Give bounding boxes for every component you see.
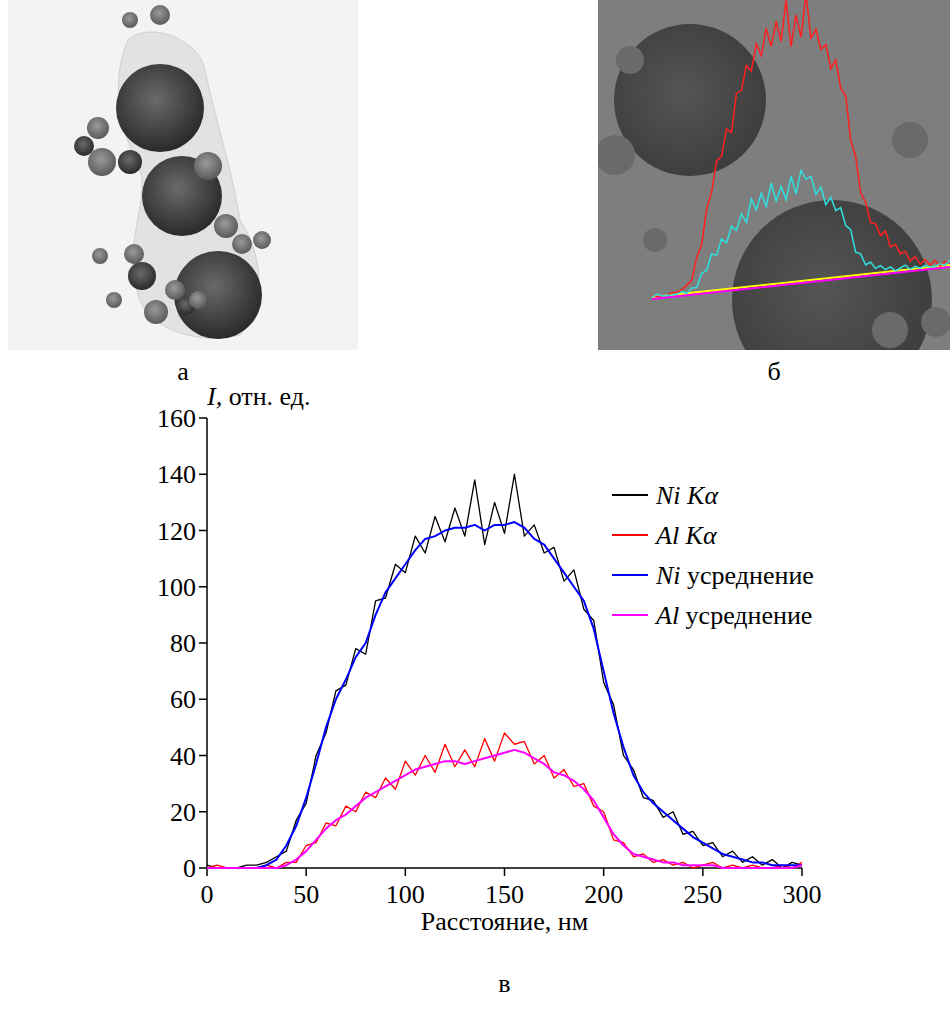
legend: Ni Kα Al Kα Ni усреднение Al усреднение xyxy=(612,481,814,630)
image-background xyxy=(8,0,358,350)
x-tick-label: 50 xyxy=(293,880,319,909)
y-axis-title: I, отн. ед. xyxy=(206,382,311,411)
y-tick-label: 60 xyxy=(170,685,196,714)
particle xyxy=(921,307,950,337)
y-tick xyxy=(199,586,207,588)
y-tick xyxy=(199,867,207,869)
plot-area xyxy=(207,474,802,868)
legend-swatch xyxy=(612,534,648,536)
x-tick xyxy=(702,868,704,876)
particle xyxy=(150,5,170,25)
series-line xyxy=(207,474,802,868)
y-tick-label: 120 xyxy=(157,517,196,546)
panel-label: в xyxy=(498,969,510,998)
particle xyxy=(74,136,94,156)
particle xyxy=(88,148,116,176)
micrograph-b xyxy=(598,0,950,350)
y-tick xyxy=(199,699,207,701)
scan-line xyxy=(652,265,950,297)
profile-trace xyxy=(652,0,950,297)
x-tick-label: 250 xyxy=(683,880,722,909)
x-axis-title: Расстояние, нм xyxy=(421,907,588,936)
figure: а б 0 20 40 60 80 100 120 140 160 0 50 100 150 200 250 30… xyxy=(0,0,951,1014)
legend-swatch xyxy=(612,494,648,496)
particle xyxy=(892,122,928,158)
particle xyxy=(106,292,122,308)
x-tick xyxy=(206,868,208,876)
particle xyxy=(122,12,138,28)
particle xyxy=(232,234,252,254)
y-tick-label: 80 xyxy=(170,629,196,658)
y-tick-label: 0 xyxy=(183,854,196,883)
y-tick xyxy=(199,530,207,532)
particle xyxy=(116,64,204,152)
micrograph-a xyxy=(8,0,358,350)
particle xyxy=(87,117,109,139)
particle xyxy=(253,231,271,249)
panel-label: а xyxy=(177,357,189,386)
particle xyxy=(92,248,108,264)
profile-trace xyxy=(652,171,950,297)
series-line xyxy=(207,750,802,868)
legend-label: Ni Kα xyxy=(655,481,719,510)
y-tick xyxy=(199,642,207,644)
particle xyxy=(194,152,222,180)
particle xyxy=(214,214,238,238)
particle xyxy=(118,150,142,174)
x-tick-label: 100 xyxy=(386,880,425,909)
y-tick-label: 160 xyxy=(157,404,196,433)
particle xyxy=(128,262,156,290)
particle xyxy=(144,300,168,324)
particle xyxy=(189,291,207,309)
legend-swatch xyxy=(612,574,648,576)
legend-label: Al усреднение xyxy=(654,601,812,630)
y-tick xyxy=(199,811,207,813)
particle xyxy=(732,200,932,350)
y-tick-label: 140 xyxy=(157,460,196,489)
x-tick xyxy=(305,868,307,876)
legend-label: Al Kα xyxy=(654,521,718,550)
particle xyxy=(174,251,262,339)
particle xyxy=(598,135,635,175)
x-tick xyxy=(504,868,506,876)
y-tick-label: 100 xyxy=(157,573,196,602)
y-tick-label: 20 xyxy=(170,798,196,827)
x-tick xyxy=(405,868,407,876)
particle xyxy=(124,244,144,264)
particle xyxy=(614,24,766,176)
particle xyxy=(872,312,908,348)
x-tick-label: 150 xyxy=(485,880,524,909)
x-tick-label: 300 xyxy=(783,880,822,909)
legend-label: Ni усреднение xyxy=(655,561,814,590)
y-tick xyxy=(199,755,207,757)
particle xyxy=(616,46,644,74)
x-tick-label: 200 xyxy=(584,880,623,909)
axes: 0 20 40 60 80 100 120 140 160 0 50 100 150 200 250 300 xyxy=(157,404,822,909)
x-tick xyxy=(603,868,605,876)
legend-swatch xyxy=(612,614,648,616)
scan-line xyxy=(652,267,950,299)
particle xyxy=(165,280,185,300)
particle xyxy=(643,228,667,252)
x-tick-label: 0 xyxy=(201,880,214,909)
y-tick xyxy=(199,417,207,419)
y-tick xyxy=(199,474,207,476)
y-tick-label: 40 xyxy=(170,742,196,771)
x-tick xyxy=(801,868,803,876)
panel-label: б xyxy=(767,357,780,386)
